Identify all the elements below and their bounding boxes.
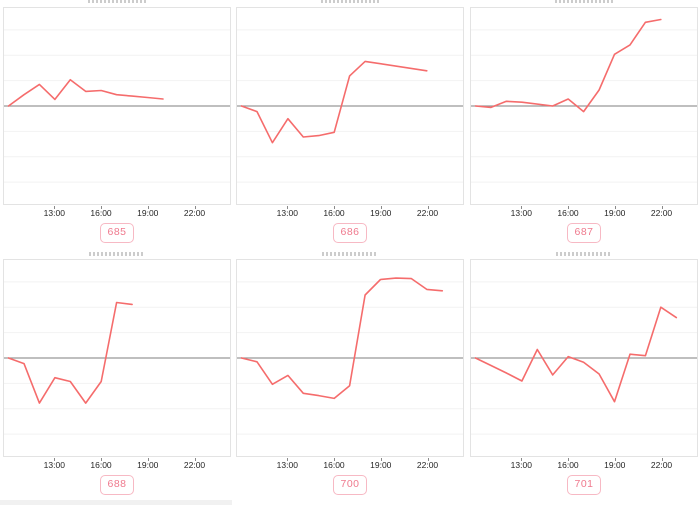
- next-row-clipped-edge: [0, 500, 232, 505]
- chart-cell: 13:00 16:00 19:00 22:00 701: [470, 252, 698, 495]
- x-tick-mark: [194, 206, 196, 209]
- x-tick-label: 13:00: [276, 460, 298, 470]
- x-tick-mark: [614, 206, 616, 209]
- clipped-chart-title: [322, 252, 378, 256]
- x-tick-mark: [147, 458, 149, 461]
- chart-cell: 13:00 16:00 19:00 22:00 688: [3, 252, 231, 495]
- x-tick-mark: [287, 206, 289, 209]
- series-line: [7, 78, 164, 107]
- x-tick-mark: [194, 458, 196, 461]
- x-tick-label: 19:00: [604, 208, 626, 218]
- x-axis: 13:00 16:00 19:00 22:00: [470, 206, 698, 219]
- chart-cell: 13:00 16:00 19:00 22:00 700: [236, 252, 464, 495]
- chart-badge-row: 700: [236, 474, 464, 495]
- x-tick-mark: [101, 458, 103, 461]
- chart-badge-row: 687: [470, 222, 698, 243]
- series-line: [7, 301, 133, 404]
- x-tick-label: 13:00: [43, 208, 65, 218]
- chart-badge[interactable]: 686: [333, 223, 367, 243]
- x-tick-label: 22:00: [650, 208, 673, 218]
- x-tick-label: 13:00: [43, 460, 65, 470]
- x-tick-label: 16:00: [323, 460, 345, 470]
- clipped-chart-title: [321, 0, 379, 3]
- chart-badge[interactable]: 700: [333, 475, 367, 495]
- line-chart-svg: [237, 29, 463, 183]
- line-chart-plot: [470, 7, 698, 205]
- x-axis: 13:00 16:00 19:00 22:00: [470, 458, 698, 471]
- line-chart-plot: [3, 7, 231, 205]
- series-line: [240, 277, 444, 400]
- x-tick-label: 22:00: [650, 460, 673, 470]
- x-tick-label: 19:00: [137, 460, 159, 470]
- line-chart-plot: [236, 259, 464, 457]
- chart-badge[interactable]: 687: [567, 223, 601, 243]
- x-tick-mark: [54, 206, 56, 209]
- x-tick-label: 16:00: [323, 208, 345, 218]
- x-tick-mark: [661, 206, 663, 209]
- x-tick-label: 16:00: [90, 208, 112, 218]
- x-axis: 13:00 16:00 19:00 22:00: [236, 206, 464, 219]
- x-tick-label: 13:00: [276, 208, 298, 218]
- clipped-chart-title: [88, 0, 146, 3]
- chart-badge-row: 686: [236, 222, 464, 243]
- x-tick-label: 19:00: [370, 208, 392, 218]
- line-chart-svg: [4, 29, 230, 183]
- x-tick-mark: [101, 206, 103, 209]
- chart-cell: 13:00 16:00 19:00 22:00 685: [3, 0, 231, 243]
- chart-badge-row: 701: [470, 474, 698, 495]
- x-tick-mark: [614, 458, 616, 461]
- x-tick-label: 19:00: [370, 460, 392, 470]
- chart-badge[interactable]: 701: [567, 475, 601, 495]
- x-tick-mark: [521, 206, 523, 209]
- x-tick-label: 22:00: [183, 208, 206, 218]
- x-tick-mark: [661, 458, 663, 461]
- line-chart-plot: [3, 259, 231, 457]
- chart-badge[interactable]: 685: [100, 223, 134, 243]
- chart-badge-row: 685: [3, 222, 231, 243]
- x-tick-mark: [568, 458, 570, 461]
- x-tick-mark: [54, 458, 56, 461]
- x-tick-label: 13:00: [510, 208, 532, 218]
- line-chart-plot: [470, 259, 698, 457]
- clipped-chart-title: [555, 0, 613, 3]
- series-line: [240, 60, 428, 144]
- x-tick-label: 13:00: [510, 460, 532, 470]
- x-tick-label: 16:00: [557, 460, 579, 470]
- x-tick-label: 16:00: [90, 460, 112, 470]
- x-tick-label: 19:00: [137, 208, 159, 218]
- chart-badge[interactable]: 688: [100, 475, 134, 495]
- line-chart-svg: [237, 277, 463, 435]
- x-tick-mark: [568, 206, 570, 209]
- series-line: [474, 306, 678, 403]
- chart-cell: 13:00 16:00 19:00 22:00 687: [470, 0, 698, 243]
- series-line: [474, 18, 662, 113]
- chart-badge-row: 688: [3, 474, 231, 495]
- x-axis: 13:00 16:00 19:00 22:00: [3, 458, 231, 471]
- x-tick-mark: [287, 458, 289, 461]
- chart-cell: 13:00 16:00 19:00 22:00 686: [236, 0, 464, 243]
- line-chart-svg: [471, 281, 697, 435]
- x-tick-mark: [521, 458, 523, 461]
- x-tick-mark: [427, 206, 429, 209]
- clipped-chart-title: [89, 252, 145, 256]
- x-tick-mark: [380, 206, 382, 209]
- x-tick-mark: [427, 458, 429, 461]
- line-chart-plot: [236, 7, 464, 205]
- line-chart-svg: [4, 281, 230, 435]
- x-tick-mark: [147, 206, 149, 209]
- line-chart-svg: [471, 18, 697, 183]
- x-tick-label: 22:00: [416, 208, 439, 218]
- x-tick-label: 22:00: [183, 460, 206, 470]
- x-tick-mark: [334, 458, 336, 461]
- x-axis: 13:00 16:00 19:00 22:00: [236, 458, 464, 471]
- x-tick-label: 22:00: [416, 460, 439, 470]
- clipped-chart-title: [556, 252, 612, 256]
- x-tick-label: 16:00: [557, 208, 579, 218]
- x-tick-label: 19:00: [604, 460, 626, 470]
- x-axis: 13:00 16:00 19:00 22:00: [3, 206, 231, 219]
- x-tick-mark: [334, 206, 336, 209]
- x-tick-mark: [380, 458, 382, 461]
